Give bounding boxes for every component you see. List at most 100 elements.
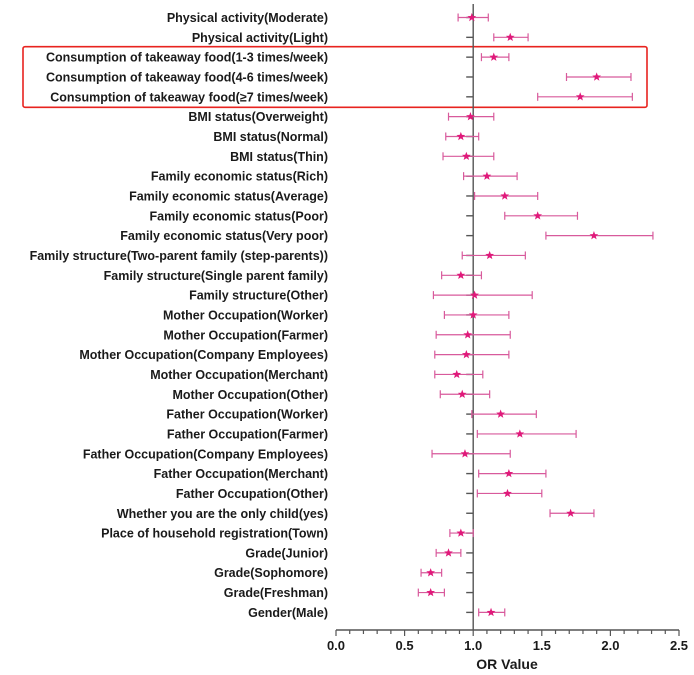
- ci-row: [476, 429, 577, 438]
- row-label: Mother Occupation(Farmer): [163, 328, 328, 342]
- or-point-star: [457, 389, 467, 398]
- or-point-star: [505, 32, 515, 42]
- or-point-star: [461, 350, 471, 359]
- row-label: Family economic status(Very poor): [120, 229, 328, 243]
- row-label: Family structure(Single parent family): [104, 269, 328, 283]
- or-point-star: [486, 607, 496, 617]
- x-tick-label: 0.0: [327, 638, 345, 653]
- ci-row: [504, 211, 579, 220]
- x-tick-label: 1.5: [533, 638, 551, 653]
- or-point-star: [452, 369, 462, 379]
- ci-row: [449, 528, 474, 538]
- or-point-star: [460, 449, 470, 458]
- or-point-star: [500, 191, 510, 200]
- or-point-star: [463, 330, 473, 339]
- or-point-star: [566, 508, 575, 517]
- ci-row: [476, 488, 543, 498]
- x-tick-label: 2.0: [601, 638, 619, 653]
- x-axis: 0.0 0.5 1.0 1.5 2.0 2.5: [327, 4, 688, 653]
- row-label: Place of household registration(Town): [101, 527, 328, 541]
- or-point-star: [444, 548, 453, 557]
- row-label: BMI status(Normal): [213, 130, 328, 144]
- row-label: Family structure(Two-parent family (step…: [30, 249, 328, 263]
- row-label: Father Occupation(Farmer): [167, 427, 328, 441]
- row-label: Consumption of takeaway food(≥7 times/we…: [50, 90, 328, 104]
- or-point-star: [592, 72, 602, 81]
- x-axis-title: OR Value: [476, 656, 538, 672]
- or-point-star: [426, 587, 436, 597]
- ci-row: [447, 112, 495, 121]
- row-label: Grade(Freshman): [224, 586, 328, 600]
- ci-row: [545, 231, 654, 240]
- ci-row: [445, 131, 480, 141]
- row-label: Mother Occupation(Company Employees): [79, 348, 328, 362]
- or-point-star: [426, 568, 436, 577]
- or-point-star: [489, 52, 499, 61]
- ci-row: [565, 72, 632, 81]
- ci-row: [478, 468, 547, 478]
- or-point-star: [456, 528, 466, 537]
- x-tick-label: 0.5: [396, 638, 414, 653]
- or-point-star: [482, 171, 492, 180]
- or-point-star: [468, 310, 478, 319]
- row-label: Gender(Male): [248, 606, 328, 620]
- ci-row: [434, 369, 484, 379]
- ci-row: [473, 191, 539, 200]
- ci-row: [442, 151, 495, 161]
- row-label: Family economic status(Rich): [151, 170, 328, 184]
- row-label: Whether you are the only child(yes): [117, 507, 328, 521]
- row-label: Physical activity(Light): [192, 31, 328, 45]
- row-label: Father Occupation(Company Employees): [83, 447, 328, 461]
- row-label: Mother Occupation(Other): [172, 388, 328, 402]
- row-label: Father Occupation(Worker): [166, 408, 328, 422]
- or-point-star: [467, 12, 477, 22]
- highlight-group: [22, 45, 648, 109]
- row-label: Consumption of takeaway food(4-6 times/w…: [46, 70, 328, 84]
- row-label: Grade(Junior): [245, 546, 328, 560]
- row-label: Family economic status(Poor): [149, 209, 328, 223]
- ci-row: [443, 310, 510, 319]
- row-label: Consumption of takeaway food(1-3 times/w…: [46, 51, 328, 65]
- ci-row: [537, 92, 633, 101]
- ci-row: [441, 270, 483, 280]
- chart-marks: [417, 12, 654, 617]
- ci-row: [431, 449, 511, 458]
- row-label: BMI status(Overweight): [188, 110, 328, 124]
- ci-row: [434, 350, 510, 359]
- or-point-star: [470, 290, 479, 299]
- or-point-star: [456, 131, 466, 141]
- or-point-star: [466, 112, 475, 121]
- or-point-star: [496, 409, 506, 418]
- row-label: Father Occupation(Merchant): [154, 467, 328, 481]
- or-point-star: [456, 270, 466, 280]
- row-label: Grade(Sophomore): [214, 566, 328, 580]
- or-point-star: [575, 92, 585, 101]
- or-point-star: [503, 488, 512, 498]
- highlight-box: [22, 45, 648, 109]
- row-label: Physical activity(Moderate): [167, 11, 328, 25]
- ci-row: [462, 171, 518, 181]
- or-point-star: [515, 429, 525, 438]
- row-label: Mother Occupation(Merchant): [150, 368, 328, 382]
- row-label: Mother Occupation(Worker): [163, 308, 328, 322]
- ci-row: [417, 587, 445, 597]
- ci-row: [420, 568, 443, 577]
- row-label: Family structure(Other): [189, 289, 328, 303]
- ci-row: [471, 409, 537, 419]
- ci-row: [439, 389, 491, 399]
- row-label: Father Occupation(Other): [176, 487, 328, 501]
- row-labels: Physical activity(Moderate) Physical acti…: [30, 11, 328, 620]
- ci-row: [478, 607, 506, 617]
- x-tick-label: 1.0: [464, 638, 482, 653]
- or-point-star: [504, 468, 514, 478]
- ci-row: [461, 250, 526, 260]
- or-point-star: [485, 250, 495, 260]
- x-tick-label: 2.5: [670, 638, 688, 653]
- ci-row: [457, 12, 489, 22]
- ci-row: [435, 548, 462, 557]
- ci-row: [432, 290, 533, 300]
- or-point-star: [589, 231, 599, 240]
- row-label: Family economic status(Average): [129, 189, 328, 203]
- or-point-star: [461, 151, 471, 161]
